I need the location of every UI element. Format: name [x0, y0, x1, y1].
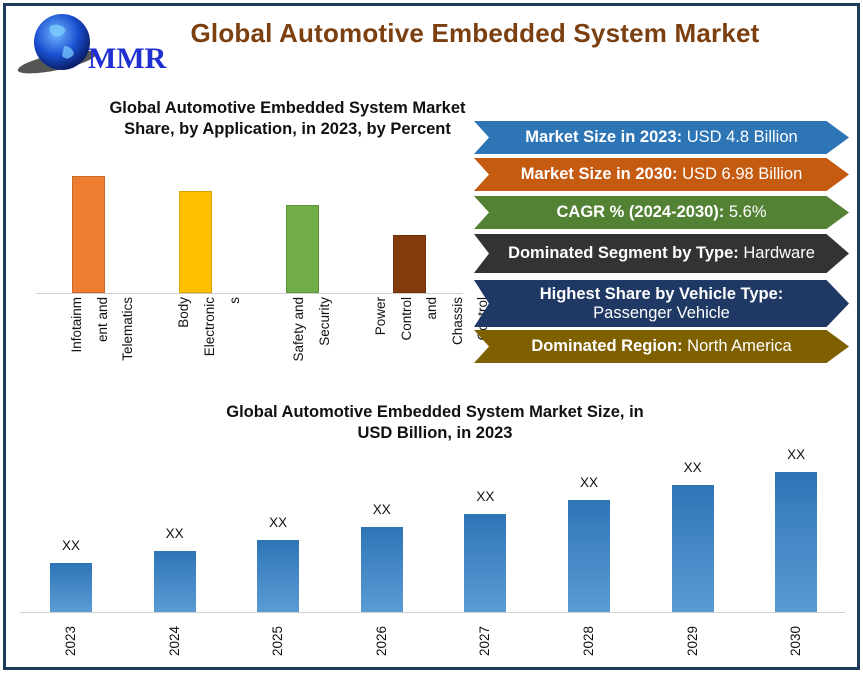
highlight-value: North America: [682, 337, 792, 355]
data-label: XX: [579, 475, 598, 491]
bar-2026: [360, 527, 403, 612]
year-label: 2024: [166, 625, 182, 656]
year-label: 2023: [63, 625, 78, 656]
year-label: 2030: [788, 625, 804, 656]
highlight-label: Highest Share by Vehicle Type:: [539, 284, 784, 303]
application-chart-title: Global Automotive Embedded System Market…: [109, 99, 466, 138]
bar-2030: [775, 471, 818, 612]
highlight-value: Passenger Vehicle: [593, 303, 730, 322]
data-label: XX: [61, 537, 80, 553]
highlight-1: Market Size in 2030: USD 6.98 Billion: [474, 158, 849, 191]
data-label: XX: [476, 488, 495, 504]
bar-2028: [568, 500, 610, 612]
data-label: XX: [683, 460, 702, 476]
highlight-5: Dominated Region: North America: [474, 330, 849, 363]
bar-3: [392, 234, 426, 293]
data-label: XX: [372, 502, 391, 518]
mmr-logo: MMR: [17, 14, 167, 75]
category-label: Infotainm ent and Telematics: [64, 297, 141, 375]
category-label-line: ent and: [94, 297, 110, 343]
highlight-value: USD 6.98 Billion: [677, 165, 803, 183]
highlight-4: Highest Share by Vehicle Type: Passenger …: [474, 280, 849, 327]
category-label: PowerControlandChassisControl: [368, 297, 496, 375]
category-label-line: Chassis: [449, 297, 465, 346]
year-label: 2029: [684, 625, 700, 656]
highlight-text: Market Size in 2023: USD 4.8 Billion: [525, 128, 797, 147]
category-label-line: Telematics: [119, 297, 135, 361]
highlight-text: Highest Share by Vehicle Type:: [540, 285, 784, 304]
category-label-line: Electronic: [201, 297, 217, 357]
category-label-line: Safety and: [290, 297, 306, 362]
category-label: Safety and Security: [286, 297, 337, 375]
category-label: Body Electronic s: [171, 297, 248, 375]
x-axis-line: [36, 293, 463, 294]
bar-2029: [671, 485, 714, 612]
year-label: 2026: [373, 625, 389, 656]
highlight-label: CAGR % (2024-2030):: [556, 203, 725, 221]
highlight-2: CAGR % (2024-2030): 5.6%: [474, 196, 849, 229]
highlight-text: CAGR % (2024-2030): 5.6%: [556, 203, 766, 222]
highlight-label: Dominated Region:: [531, 337, 683, 355]
category-label-line: and: [424, 297, 440, 320]
x-axis-line: [20, 612, 845, 613]
bar-1: [178, 190, 212, 293]
highlight-label: Dominated Segment by Type:: [508, 244, 739, 262]
highlight-text: Dominated Segment by Type: Hardware: [508, 244, 815, 263]
data-label: XX: [269, 514, 288, 530]
bar-2023: [50, 562, 92, 612]
category-label-line: Power: [373, 297, 389, 336]
bar-2025: [257, 539, 300, 612]
highlight-text: Market Size in 2030: USD 6.98 Billion: [521, 165, 803, 184]
highlight-text: Passenger Vehicle: [593, 304, 730, 323]
highlight-label: Market Size in 2030:: [520, 165, 678, 183]
bar-2: [285, 205, 319, 293]
main-title: Global Automotive Embedded System Market: [190, 18, 760, 48]
category-label-line: Control: [398, 297, 414, 341]
data-label: XX: [165, 526, 184, 542]
infographic-frame: [3, 3, 860, 670]
highlight-text: Dominated Region: North America: [531, 337, 791, 356]
year-label: 2028: [581, 625, 596, 656]
svg-text:MMR: MMR: [88, 42, 167, 75]
highlight-value: 5.6%: [724, 203, 767, 221]
bar-2027: [464, 513, 507, 612]
category-label-line: Security: [316, 297, 332, 346]
highlight-label: Market Size in 2023:: [525, 128, 683, 146]
year-label: 2027: [477, 625, 493, 656]
market-size-chart-title: Global Automotive Embedded System Market…: [226, 403, 644, 442]
highlight-value: USD 4.8 Billion: [682, 128, 798, 146]
category-label-line: Body: [175, 297, 191, 328]
category-label-line: s: [226, 297, 242, 304]
bar-2024: [153, 551, 196, 612]
data-label: XX: [787, 446, 806, 462]
highlight-0: Market Size in 2023: USD 4.8 Billion: [474, 121, 849, 154]
highlight-3: Dominated Segment by Type: Hardware: [474, 234, 849, 273]
year-label: 2025: [270, 625, 286, 656]
bar-0: [71, 176, 105, 293]
category-label-line: Infotainm: [68, 297, 84, 353]
highlight-value: Hardware: [738, 244, 815, 262]
